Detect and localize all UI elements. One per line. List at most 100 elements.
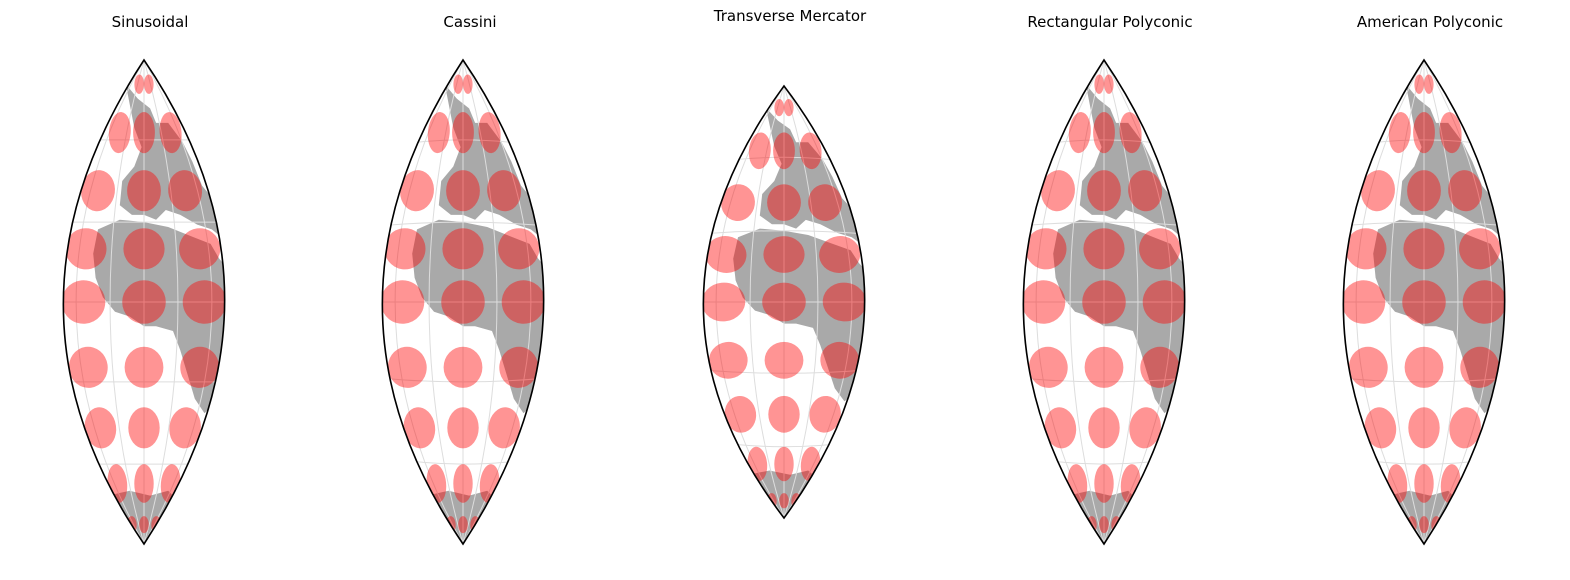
tissot-ellipse [653, 180, 697, 226]
tissot-ellipse [427, 112, 450, 154]
tissot-ellipse [382, 112, 405, 153]
map-panel-cassini: Cassini [320, 0, 620, 580]
tissot-ellipse [774, 99, 785, 117]
tissot-ellipse [1038, 464, 1059, 503]
graticule-parallel [1023, 371, 1185, 383]
panel-title: Rectangular Polyconic [1027, 13, 1193, 31]
tissot-ellipse [320, 276, 368, 328]
tissot-ellipse [1460, 346, 1500, 388]
tissot-ellipse [452, 112, 474, 154]
tissot-ellipse [779, 493, 789, 509]
tissot-ellipse [186, 464, 208, 503]
tissot-ellipse [1140, 346, 1180, 388]
land-europe [119, 84, 225, 283]
tissot-ellipse [1094, 464, 1114, 503]
tissot-ellipse [724, 395, 757, 433]
map-content [1297, 60, 1562, 544]
tissot-ellipse [1466, 464, 1488, 503]
graticule-parallel [1343, 444, 1505, 465]
tissot-ellipse [783, 99, 794, 117]
tissot-ellipse [1023, 112, 1046, 153]
tissot-ellipse [1099, 516, 1109, 534]
tissot-ellipse [718, 446, 739, 482]
tissot-ellipse [65, 228, 107, 270]
tissot-ellipse [458, 516, 468, 534]
tissot-ellipse [108, 112, 131, 154]
map-panel-sinusoidal: Sinusoidal [0, 0, 300, 580]
tissot-ellipse [703, 132, 726, 169]
tissot-ellipse [708, 341, 748, 379]
tissot-ellipse [442, 228, 484, 270]
tissot-ellipse [1128, 170, 1163, 212]
tissot-ellipse [78, 464, 99, 503]
tissot-ellipse [169, 407, 201, 449]
tissot-ellipse [1348, 346, 1388, 388]
tissot-ellipse [324, 224, 374, 274]
map-content [960, 60, 1242, 544]
tissot-ellipse [965, 224, 1015, 274]
tissot-ellipse [1103, 74, 1114, 94]
tissot-ellipse [5, 224, 55, 274]
map-canvas [960, 58, 1242, 546]
graticule-parallel [1023, 221, 1185, 233]
graticule-parallel [382, 371, 544, 383]
tissot-ellipse [441, 280, 485, 324]
tissot-ellipse [124, 346, 164, 388]
tissot-ellipse [1414, 74, 1425, 94]
tissot-ellipse [498, 228, 540, 270]
tissot-ellipse [1423, 74, 1434, 94]
land-europe [759, 107, 865, 285]
graticule-parallel [703, 364, 865, 374]
tissot-ellipse [447, 407, 479, 449]
tissot-ellipse [1512, 224, 1562, 274]
tissot-ellipse [182, 280, 225, 324]
tissot-ellipse [327, 342, 375, 392]
tissot-ellipse [968, 342, 1016, 392]
panel-title: American Polyconic [1356, 13, 1504, 31]
tissot-ellipse [960, 276, 1009, 328]
panel-title: Sinusoidal [111, 13, 189, 31]
tissot-ellipse [210, 407, 225, 449]
tissot-ellipse [1402, 280, 1446, 324]
graticule-parallel [382, 444, 544, 465]
graticule-parallel [703, 428, 865, 448]
map-panel-rectangular-polyconic: Rectangular Polyconic [960, 0, 1260, 580]
tissot-ellipse [1343, 112, 1366, 153]
tissot-ellipse [1094, 74, 1105, 94]
panel-title: Transverse Mercator [713, 7, 867, 25]
tissot-ellipse [773, 132, 795, 170]
tissot-ellipse [1129, 407, 1161, 449]
tissot-ellipse [180, 346, 220, 388]
land-south-america [657, 311, 683, 397]
tissot-ellipse [767, 184, 801, 222]
tissot-ellipse [774, 446, 794, 482]
tissot-ellipse [1490, 407, 1505, 449]
tissot-ellipse [873, 231, 922, 277]
tissot-ellipse [1408, 407, 1440, 449]
tissot-ellipse [133, 112, 155, 154]
tissot-ellipse [1119, 112, 1142, 154]
tissot-ellipse [446, 170, 480, 212]
tissot-ellipse [1082, 280, 1126, 324]
tissot-ellipse [123, 228, 165, 270]
tissot-ellipse [529, 407, 544, 449]
tissot-ellipse [649, 337, 696, 383]
graticule-parallel [1343, 371, 1505, 383]
tissot-ellipse [880, 278, 931, 325]
tissot-ellipse [1088, 407, 1120, 449]
graticule-parallel [1023, 444, 1185, 465]
tissot-ellipse [872, 337, 919, 383]
tissot-ellipse [397, 464, 418, 503]
tissot-ellipse [332, 166, 377, 216]
tissot-ellipse [646, 231, 695, 277]
map-outline [1022, 58, 1186, 546]
tissot-ellipse [159, 112, 182, 154]
tissot-ellipse [550, 342, 598, 392]
tissot-ellipse [1192, 224, 1242, 274]
tissot-ellipse [819, 236, 861, 273]
tissot-ellipse [1407, 170, 1441, 212]
land-south-america [1297, 312, 1323, 409]
tissot-ellipse [128, 407, 160, 449]
tissot-ellipse [1025, 228, 1067, 270]
